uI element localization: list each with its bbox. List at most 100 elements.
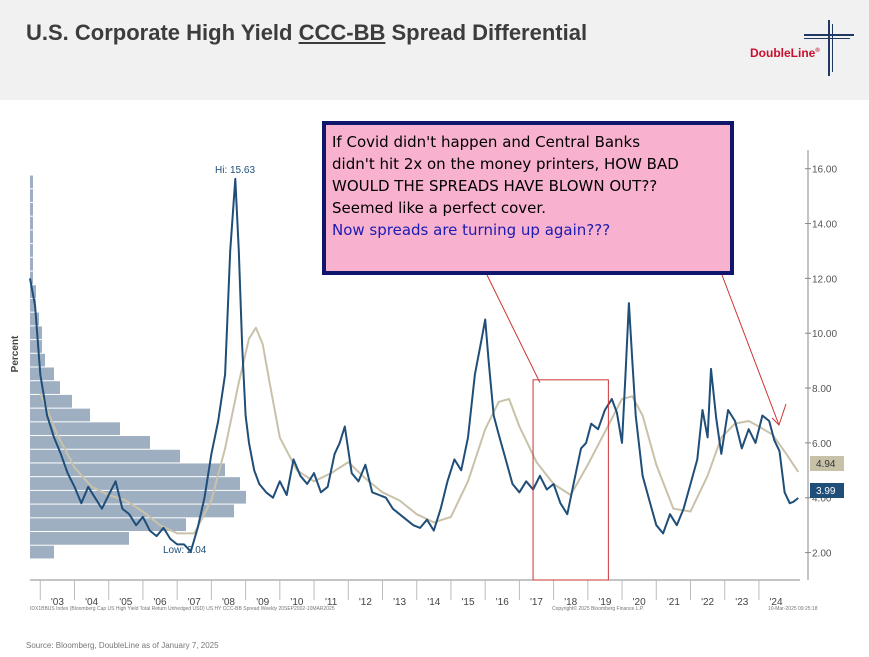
y-tick-label-2: 6.00 (812, 439, 832, 450)
y-tick-label-4: 10.00 (812, 329, 837, 340)
histogram-bar-10 (30, 312, 39, 326)
logo-registered-mark: ® (815, 48, 820, 54)
histogram-bar-1 (30, 189, 33, 202)
histogram-bar-5 (30, 244, 33, 257)
logo-horizontal-bar-thin (804, 38, 850, 39)
series-layer (29, 177, 800, 553)
spread-chart: 2.00 4.00 6.00 8.00 10.00 12.00 14.00 16.00 '03 '… (10, 150, 844, 608)
histogram-bar-25 (30, 518, 186, 532)
histogram-bar-13 (30, 353, 45, 367)
x-tick-label-20: '23 (735, 597, 748, 608)
histogram-bar-16 (30, 394, 72, 408)
histogram-bar-17 (30, 408, 90, 422)
histogram-bar-4 (30, 230, 33, 244)
spread-line (29, 177, 799, 553)
histogram-bar-12 (30, 340, 42, 353)
header-band: U.S. Corporate High Yield CCC-BB Spread … (0, 0, 869, 100)
pointer-line-right (721, 274, 780, 426)
title-underlined: CCC-BB (298, 20, 386, 45)
y-tick-label-3: 8.00 (812, 384, 832, 395)
logo-text: DoubleLine® (750, 46, 820, 60)
y-tick-label-7: 16.00 (812, 165, 837, 176)
histogram-bar-7 (30, 271, 33, 285)
last-ma-badge: 4.94 (810, 456, 844, 471)
y-tick-label-0: 2.00 (812, 549, 832, 560)
histogram-bar-2 (30, 202, 33, 216)
last-ma-value: 4.94 (816, 459, 836, 470)
last-ma-badge-bg (810, 456, 844, 471)
page-title: U.S. Corporate High Yield CCC-BB Spread … (26, 20, 587, 46)
histogram-bar-26 (30, 532, 129, 545)
y-axis-label: Percent (10, 335, 21, 372)
histogram-bar-20 (30, 449, 180, 463)
annotation-layer (486, 274, 787, 581)
footnote-copyright: Copyright© 2025 Bloomberg Finance L.P. (552, 606, 644, 612)
logo-vertical-bar (828, 20, 830, 76)
histogram-bar-27 (30, 545, 54, 559)
footnote-index-description: IDX1BBUS Index (Bloomberg Cap US High Yi… (30, 606, 335, 612)
x-tick-label-3: '06 (154, 597, 167, 608)
x-tick-label-14: '17 (530, 597, 543, 608)
x-tick-label-4: '07 (188, 597, 201, 608)
last-value-badge-bg (810, 483, 844, 498)
histogram-bar-14 (30, 367, 54, 381)
histogram-bar-3 (30, 216, 33, 230)
x-tick-label-7: '10 (290, 597, 303, 608)
commentary-box: If Covid didn't happen and Central Banks… (322, 121, 734, 275)
commentary-highlight: Now spreads are turning up again??? (332, 221, 611, 239)
x-tick-label-21: '24 (770, 597, 783, 608)
x-tick-label-8: '11 (325, 597, 338, 608)
commentary-line-4: Seemed like a perfect cover. (332, 199, 546, 217)
x-tick-label-10: '13 (393, 597, 406, 608)
x-tick-label-13: '16 (496, 597, 509, 608)
x-tick-label-17: '20 (633, 597, 646, 608)
title-part-1: U.S. Corporate High Yield (26, 20, 299, 45)
logo-horizontal-bar (804, 34, 854, 36)
histogram-layer (30, 175, 246, 559)
axis-layer: 2.00 4.00 6.00 8.00 10.00 12.00 14.00 16.00 '03 '… (30, 150, 837, 608)
x-tick-label-15: '18 (564, 597, 577, 608)
commentary-line-1: If Covid didn't happen and Central Banks (332, 133, 641, 151)
x-tick-label-2: '05 (119, 597, 132, 608)
logo-word: DoubleLine (750, 46, 816, 60)
last-value-badge: 3.99 (810, 483, 844, 498)
x-tick-label-12: '15 (462, 597, 475, 608)
histogram-bar-19 (30, 436, 150, 449)
y-tick-label-6: 14.00 (812, 220, 837, 231)
x-tick-label-18: '21 (667, 597, 680, 608)
x-tick-label-16: '19 (598, 597, 611, 608)
high-label: Hi: 15.63 (215, 165, 255, 176)
x-tick-label-0: '03 (51, 597, 64, 608)
source-note: Source: Bloomberg, DoubleLine as of Janu… (26, 641, 219, 650)
histogram-bar-23 (30, 490, 246, 504)
x-tick-label-9: '12 (359, 597, 372, 608)
last-value: 3.99 (816, 486, 836, 497)
x-tick-label-6: '09 (256, 597, 269, 608)
low-label: Low: 2.04 (163, 545, 207, 556)
pointer-line-left (486, 274, 541, 383)
title-part-2: Spread Differential (385, 20, 588, 45)
histogram-bar-0 (30, 175, 33, 189)
y-tick-label-1: 4.00 (812, 494, 832, 505)
logo-vertical-bar-thin (832, 24, 833, 72)
histogram-bar-9 (30, 298, 36, 312)
histogram-bar-11 (30, 326, 42, 340)
y-tick-label-5: 12.00 (812, 274, 837, 285)
histogram-bar-15 (30, 381, 60, 394)
histogram-bar-6 (30, 257, 33, 271)
x-tick-label-5: '08 (222, 597, 235, 608)
x-tick-label-11: '14 (427, 597, 440, 608)
histogram-bar-24 (30, 504, 234, 518)
commentary-line-3: WOULD THE SPREADS HAVE BLOWN OUT?? (332, 177, 658, 195)
histogram-bar-18 (30, 422, 120, 436)
doubleline-logo: DoubleLine® (744, 20, 854, 76)
x-tick-label-19: '22 (701, 597, 714, 608)
footnote-timestamp: 10-Mar-2025 09:25:18 (768, 606, 818, 612)
commentary-line-2: didn't hit 2x on the money printers, HOW… (332, 155, 679, 173)
x-tick-label-1: '04 (85, 597, 98, 608)
arrow-head (771, 403, 787, 426)
highlight-box (532, 379, 609, 581)
chart-text-layer: Percent Hi: 15.63 Low: 2.04 (10, 165, 255, 556)
histogram-bar-22 (30, 477, 240, 490)
histogram-bar-21 (30, 463, 225, 477)
